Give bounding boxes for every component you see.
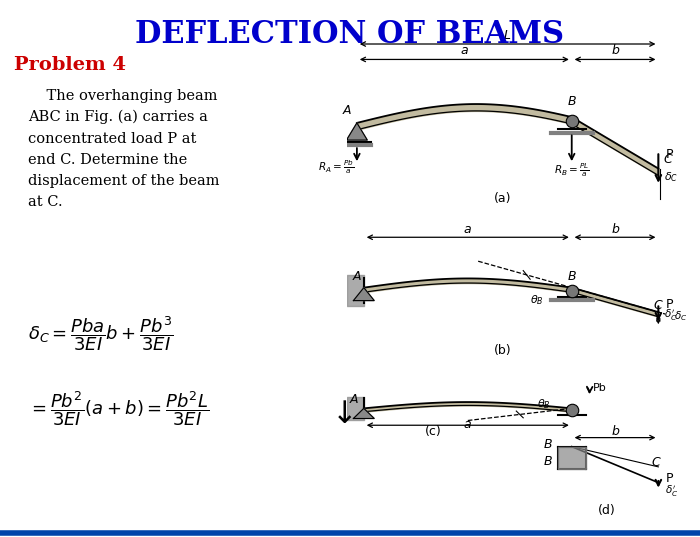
Text: A: A xyxy=(350,393,358,406)
Text: $\delta_C = \dfrac{Pba}{3EI}b + \dfrac{Pb^3}{3EI}$: $\delta_C = \dfrac{Pba}{3EI}b + \dfrac{P… xyxy=(28,314,174,353)
Text: (a): (a) xyxy=(494,192,511,205)
Bar xyxy=(558,447,586,469)
Text: DEFLECTION OF BEAMS: DEFLECTION OF BEAMS xyxy=(135,19,565,50)
Text: $R_A=\frac{Pb}{a}$: $R_A=\frac{Pb}{a}$ xyxy=(318,158,354,176)
Text: A: A xyxy=(342,104,351,118)
Text: B: B xyxy=(568,270,576,282)
Text: Pb: Pb xyxy=(592,383,606,394)
Text: The overhanging beam
ABC in Fig. (a) carries a
concentrated load P at
end C. Det: The overhanging beam ABC in Fig. (a) car… xyxy=(28,89,220,209)
Text: C: C xyxy=(652,456,660,469)
Text: L: L xyxy=(504,29,511,42)
Text: $\theta_B$: $\theta_B$ xyxy=(537,397,551,411)
Text: $\downarrow$: $\downarrow$ xyxy=(326,400,353,429)
Text: C: C xyxy=(653,299,662,312)
Text: a: a xyxy=(461,44,468,57)
Text: $\theta_B$: $\theta_B$ xyxy=(530,293,544,307)
Text: $R_B=\frac{PL}{a}$: $R_B=\frac{PL}{a}$ xyxy=(554,162,589,179)
Polygon shape xyxy=(354,408,374,418)
Text: a: a xyxy=(464,223,472,236)
Text: $\delta_C$: $\delta_C$ xyxy=(674,310,687,323)
Text: A: A xyxy=(353,270,361,282)
Text: a: a xyxy=(464,418,472,431)
Text: b: b xyxy=(611,44,619,57)
Text: (b): (b) xyxy=(494,344,511,357)
Polygon shape xyxy=(354,288,374,301)
Text: b: b xyxy=(611,425,619,438)
Text: (d): (d) xyxy=(598,504,615,517)
Polygon shape xyxy=(346,123,368,140)
Text: Problem 4: Problem 4 xyxy=(14,56,126,75)
Text: $\delta_C'$: $\delta_C'$ xyxy=(665,483,679,499)
Text: P: P xyxy=(665,148,673,161)
Text: B: B xyxy=(544,455,552,468)
Text: C: C xyxy=(664,154,672,166)
Text: B: B xyxy=(568,95,576,108)
Text: (c): (c) xyxy=(425,425,442,438)
Text: $\delta_C'$: $\delta_C'$ xyxy=(664,308,677,323)
Text: $\delta_C$: $\delta_C$ xyxy=(664,171,678,184)
Text: $= \dfrac{Pb^2}{3EI}(a+b) = \dfrac{Pb^2L}{3EI}$: $= \dfrac{Pb^2}{3EI}(a+b) = \dfrac{Pb^2L… xyxy=(28,389,209,428)
Text: b: b xyxy=(611,223,619,236)
Text: P: P xyxy=(665,471,673,484)
Text: P: P xyxy=(665,298,673,311)
Text: B: B xyxy=(544,438,552,451)
